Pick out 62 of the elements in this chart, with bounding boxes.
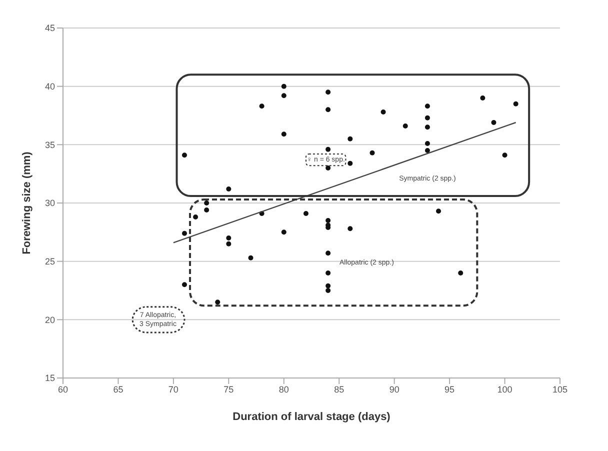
point [281,230,286,235]
point [226,186,232,192]
x-tick-label: 65 [113,384,124,394]
point [480,96,486,100]
point [204,208,210,212]
point [436,208,442,214]
y-tick-label: 40 [44,82,55,92]
x-axis-title: Duration of larval stage (days) [232,411,391,423]
point [182,230,187,236]
point [424,104,430,109]
x-tick-label: 95 [444,384,455,394]
point [248,255,254,260]
point [326,146,331,152]
point [326,250,331,256]
y-axis-title: Forewing size (mm) [20,151,33,254]
point [182,152,187,158]
y-tick-label: 30 [44,198,55,208]
point [281,93,286,98]
point [281,84,286,89]
point [513,101,518,106]
y-tick-label: 15 [44,373,55,384]
point [226,241,232,246]
y-tick-label: 35 [44,140,55,150]
point [326,107,331,112]
x-tick-label: 80 [278,384,289,394]
point [424,141,430,146]
point [380,110,386,114]
point [193,214,198,220]
point [424,124,430,130]
y-tick-label: 20 [44,314,55,325]
x-tick-label: 105 [552,384,568,394]
x-tick-label: 60 [58,384,68,394]
y-tick-label: 25 [44,256,55,267]
point [491,120,496,125]
point [326,283,331,288]
point [326,270,331,276]
point [182,282,187,288]
point [458,270,464,276]
x-tick-label: 100 [497,384,512,394]
point [215,300,220,305]
x-tick-label: 70 [168,384,178,394]
point [259,104,264,109]
point [370,150,375,156]
point [424,148,430,153]
point [326,166,331,170]
x-tick-label: 75 [224,384,234,394]
point [326,288,331,293]
point [303,211,308,216]
point [348,136,353,142]
point [281,132,286,137]
y-tick-label: 45 [44,23,55,34]
point [326,218,331,223]
point [348,226,353,232]
x-tick-label: 90 [389,384,400,394]
x-tick-label: 85 [334,384,344,394]
point [424,115,430,120]
point [502,152,508,158]
point [348,160,353,166]
point [326,90,331,95]
point [226,236,232,240]
point [204,200,210,206]
point [402,124,408,128]
